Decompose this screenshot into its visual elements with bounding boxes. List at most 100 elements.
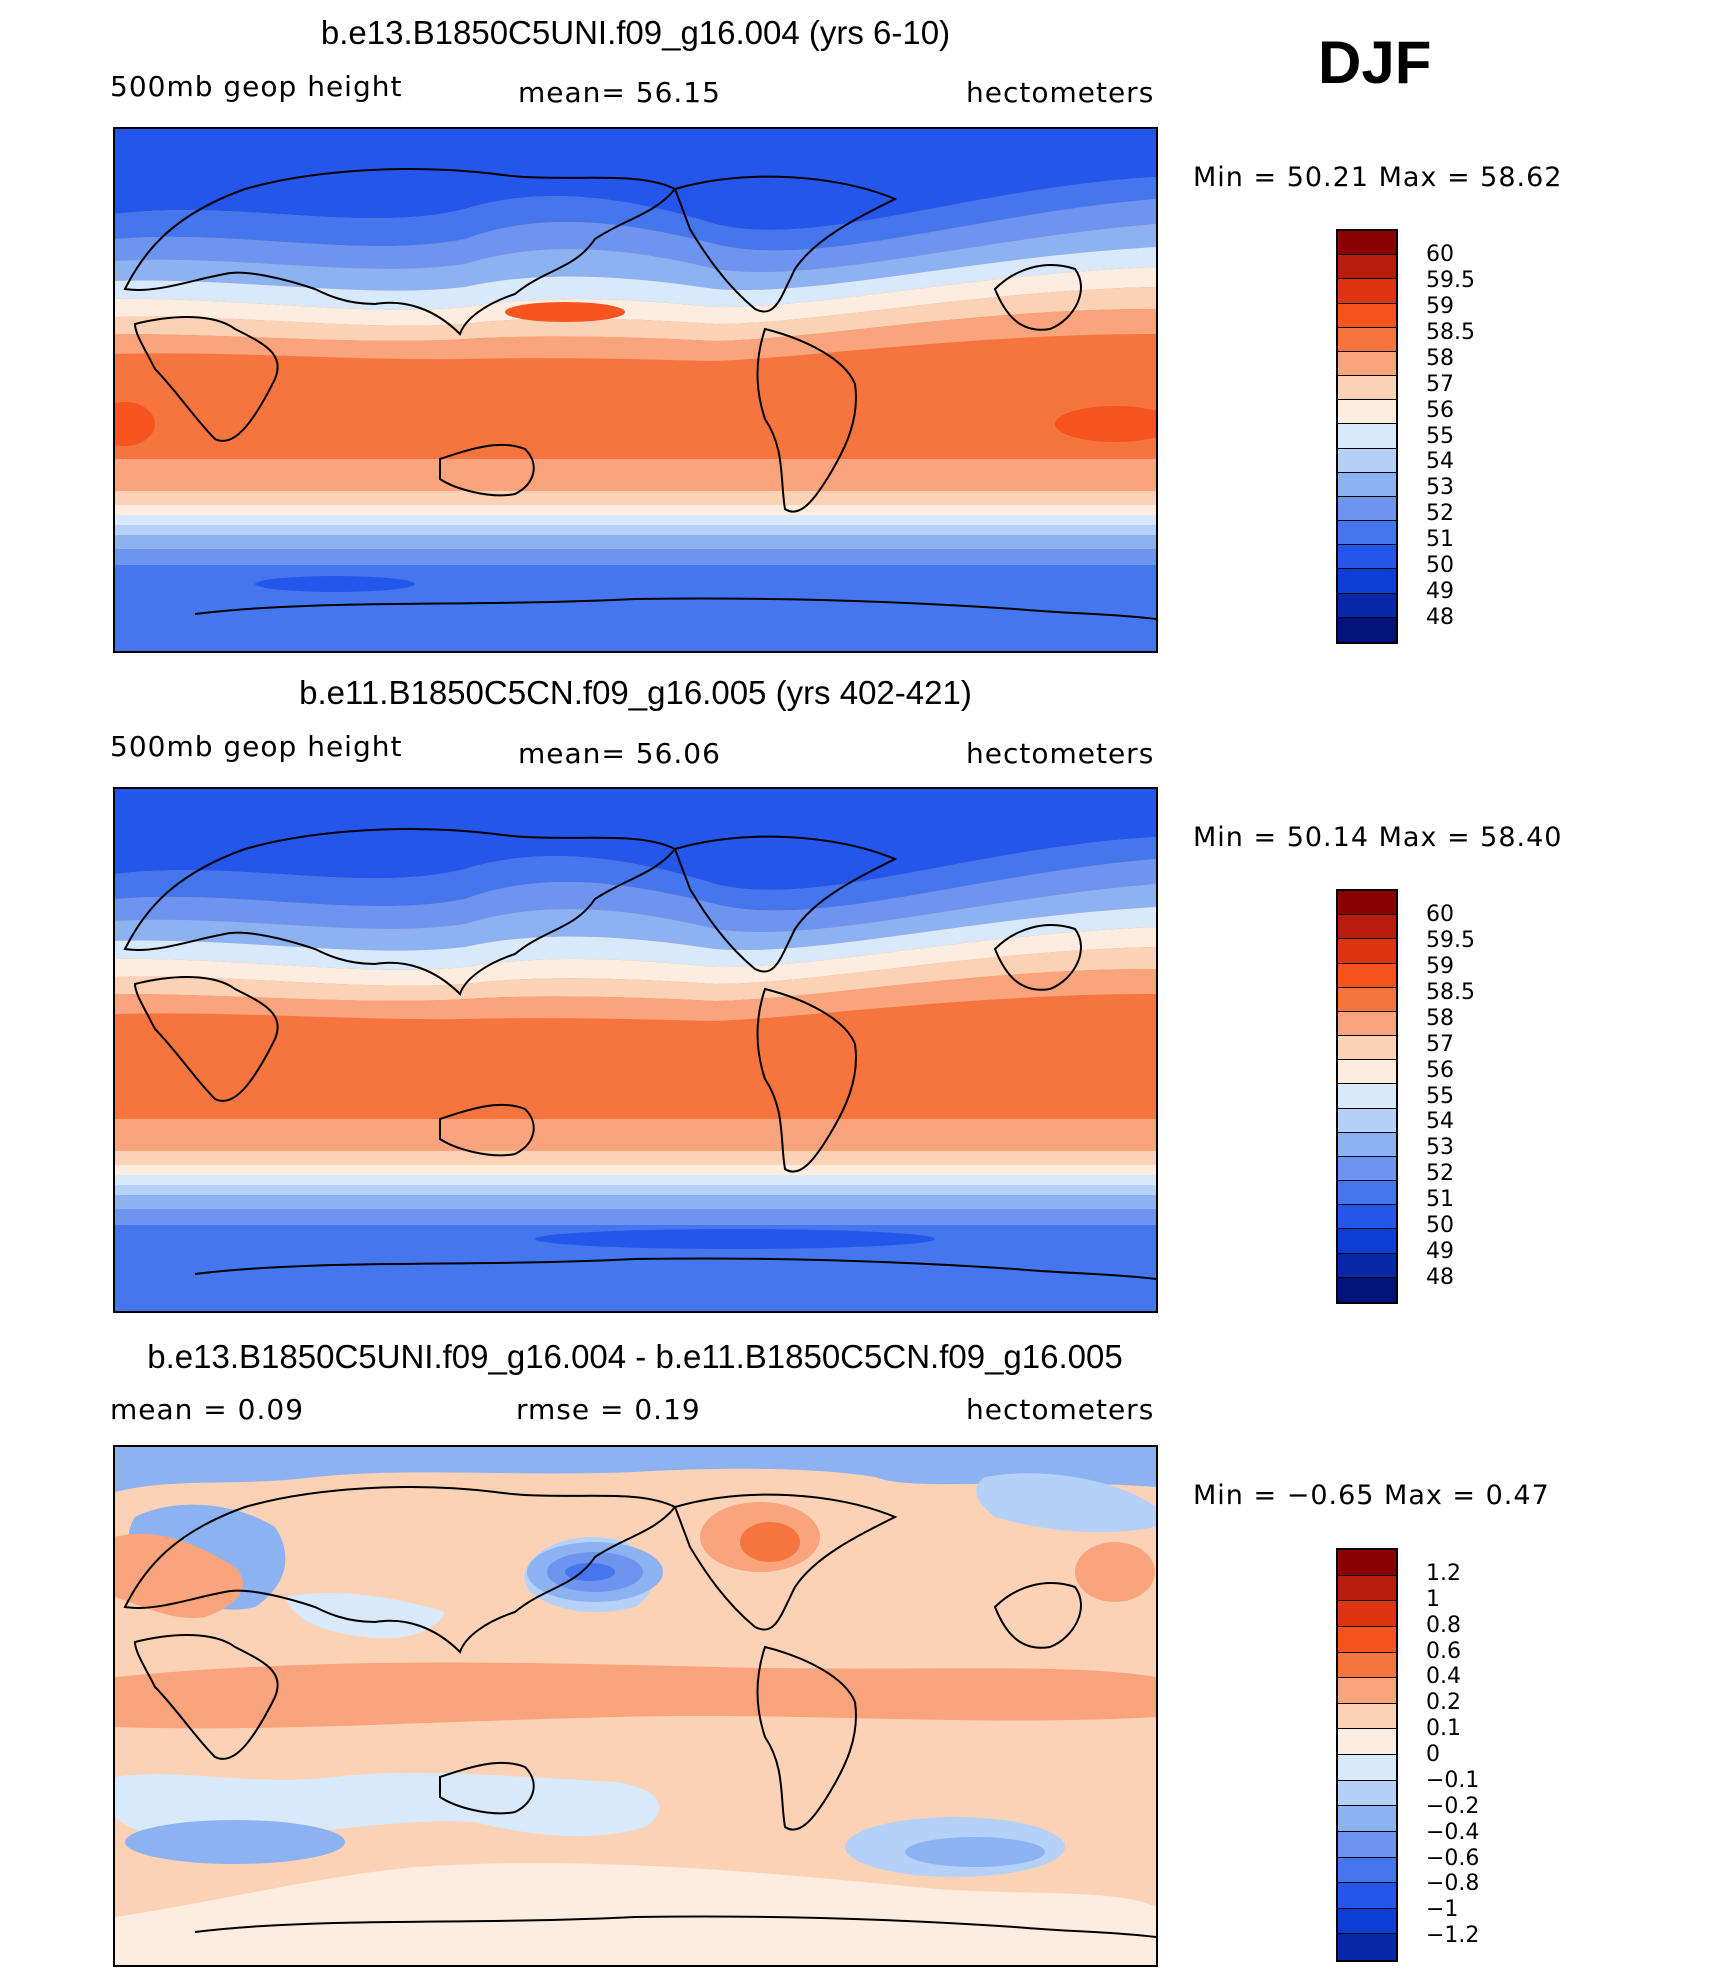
colorbar-tick-label: 49 [1426,1239,1454,1265]
colorbar-box [1338,255,1396,280]
colorbar-box [1338,303,1396,328]
colorbar-box [1338,1626,1396,1653]
colorbar-box [1338,1755,1396,1781]
colorbar-tick-label: 1 [1426,1586,1440,1612]
panel3-map [113,1445,1158,1967]
colorbar-tick-label: −0.8 [1426,1871,1480,1897]
colorbar-box [1338,1729,1396,1755]
colorbar-tick-label: 59 [1426,953,1454,979]
panel3-negative-satl-inner [905,1837,1045,1867]
colorbar-box [1338,1011,1396,1037]
colorbar-box [1338,963,1396,988]
panel1-band-north-57 [115,309,1156,361]
colorbar-box [1338,1601,1396,1627]
colorbar-box [1338,231,1396,256]
colorbar-tick-label: 1.2 [1426,1560,1461,1586]
panel1-band-north-53 [115,224,1156,291]
panel2-band-south-57 [115,1119,1156,1151]
colorbar-tick-label: 48 [1426,1265,1454,1291]
panel1-band-south-55 [115,505,1156,515]
panel3-colorbar [1336,1548,1398,1962]
colorbar-box [1338,424,1396,449]
colorbar-tick-label: 57 [1426,371,1454,397]
colorbar-tick-label: 0.1 [1426,1716,1461,1742]
season-label: DJF [1318,29,1432,96]
colorbar-box [1338,545,1396,570]
colorbar-tick-label: 53 [1426,1135,1454,1161]
colorbar-box [1338,1253,1396,1278]
colorbar-tick-label: 53 [1426,475,1454,501]
colorbar-box [1338,1229,1396,1254]
colorbar-box [1338,1132,1396,1157]
colorbar-box [1338,1060,1396,1085]
colorbar-tick-label: 0.2 [1426,1690,1461,1716]
panel1-coastlines [123,168,1156,620]
colorbar-box [1338,1908,1396,1935]
panel1-variable-label: 500mb geop height [110,70,403,103]
colorbar-tick-label: 0 [1426,1742,1440,1767]
panel3-units-label: hectometers [966,1393,1155,1426]
panel1-band-south-54 [115,515,1156,525]
colorbar-tick-label: 54 [1426,449,1454,475]
panel3-positive-tropics [115,1662,1156,1729]
panel2-band-south-55 [115,1165,1156,1175]
panel3-negative-asia [285,1592,445,1639]
colorbar-box [1338,1205,1396,1230]
panel2-coastlines [123,828,1156,1280]
colorbar-box [1338,1181,1396,1206]
colorbar-tick-label: 55 [1426,423,1454,449]
colorbar-box [1338,987,1396,1012]
panel3-rmse-label: rmse = 0.19 [516,1393,701,1426]
colorbar-tick-label: 52 [1426,1161,1454,1187]
colorbar-box [1338,1652,1396,1679]
panel3-negative-greenland [976,1473,1156,1533]
colorbar-box [1338,376,1396,401]
colorbar-tick-label: 50 [1426,1213,1454,1239]
colorbar-box [1338,1277,1396,1302]
panel3-title: b.e13.B1850C5UNI.f09_g16.004 - b.e11.B18… [147,1338,1123,1375]
panel2-band-north-53 [115,884,1156,951]
panel2-band-south-53 [115,1185,1156,1195]
panel2-units-label: hectometers [966,737,1155,770]
colorbar-box [1338,1857,1396,1884]
panel1-band-north-51 [115,177,1156,251]
colorbar-tick-label: 50 [1426,553,1454,579]
colorbar-box [1338,448,1396,473]
panel2-colorbar [1336,889,1398,1304]
colorbar-tick-label: 54 [1426,1109,1454,1135]
panel3-near-zero-south [115,1863,1156,1965]
colorbar-tick-label: 0.4 [1426,1664,1461,1690]
colorbar-tick-label: 56 [1426,397,1454,423]
colorbar-tick-label: 58 [1426,345,1454,371]
colorbar-tick-label: −0.1 [1426,1767,1480,1793]
colorbar-tick-label: 60 [1426,241,1454,267]
colorbar-box [1338,279,1396,304]
panel2-minmax: Min = 50.14 Max = 58.40 [1193,822,1563,853]
panel3-positive-westeu [115,1533,244,1618]
colorbar-box [1338,1883,1396,1909]
panel2-band-north-55 [115,927,1156,986]
colorbar-box [1338,472,1396,497]
panel1-mean-label: mean= 56.15 [518,76,721,109]
panel1-title: b.e13.B1850C5UNI.f09_g16.004 (yrs 6-10) [320,14,951,51]
panel1-band-south-57 [115,459,1156,491]
panel2-band-north-54 [115,907,1156,970]
colorbar-box [1338,593,1396,618]
colorbar-box [1338,1806,1396,1832]
panel1-band-south-52 [115,535,1156,549]
panel3-negative-arctic [115,1447,1156,1492]
colorbar-tick-label: 58.5 [1426,319,1475,345]
colorbar-tick-label: 49 [1426,579,1454,605]
panel3-positive-canada-inner [740,1522,800,1562]
panel1-max-pacific [505,302,625,322]
colorbar-tick-label: −0.6 [1426,1845,1480,1871]
colorbar-tick-label: 51 [1426,1187,1454,1213]
panel2-map [113,787,1158,1313]
colorbar-box [1338,1934,1396,1960]
colorbar-box [1338,1036,1396,1061]
panel2-band-south-56 [115,1151,1156,1165]
panel1-units-label: hectometers [966,76,1155,109]
colorbar-box [1338,1831,1396,1858]
colorbar-box [1338,1108,1396,1133]
panel2-variable-label: 500mb geop height [110,730,403,763]
